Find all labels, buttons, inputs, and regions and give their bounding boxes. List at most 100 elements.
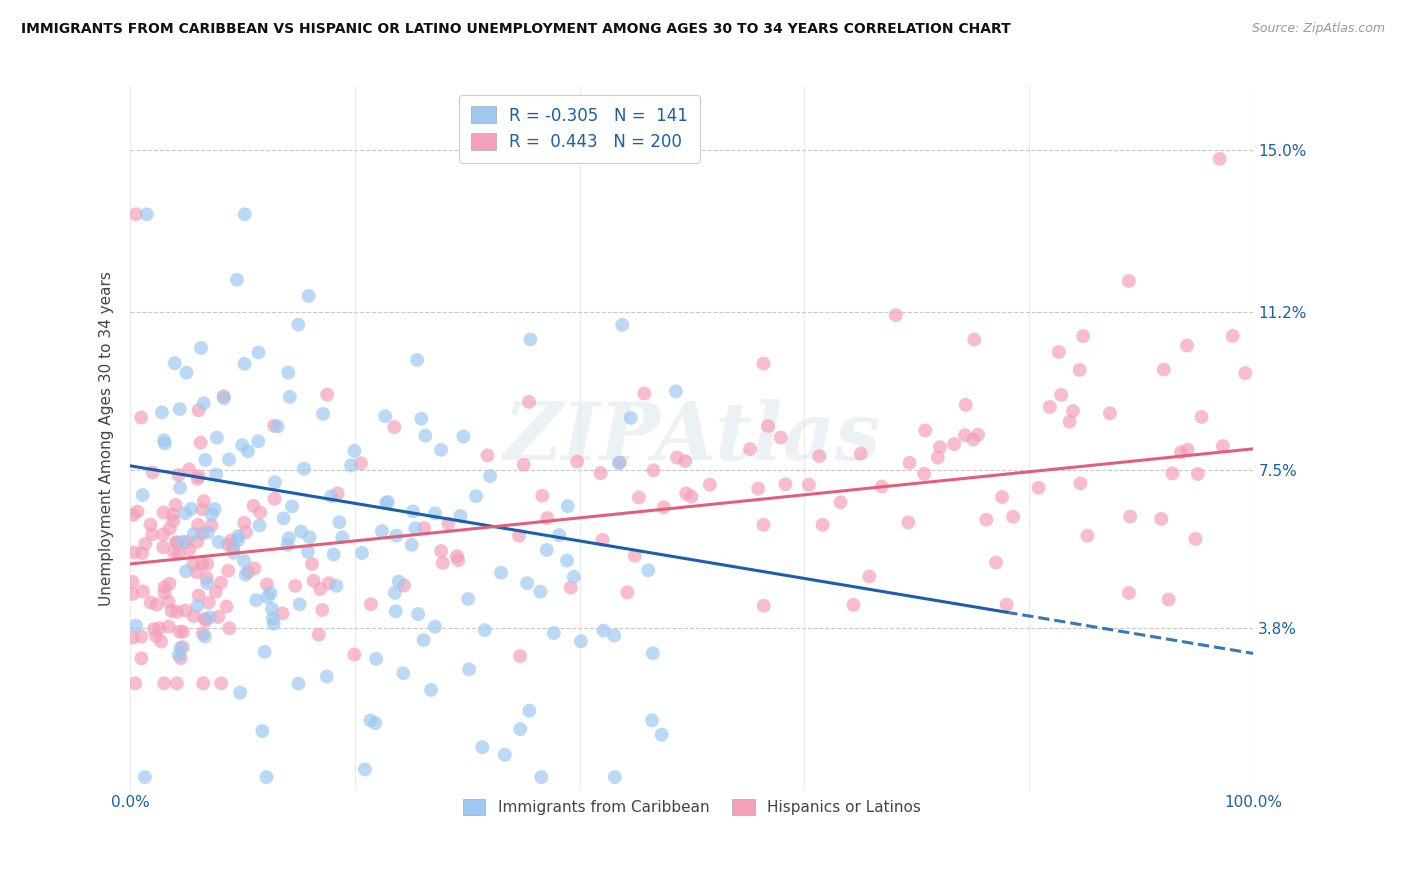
- Point: [343, 443, 366, 458]
- Point: [277, 531, 299, 545]
- Point: [131, 630, 153, 644]
- Point: [159, 521, 181, 535]
- Point: [811, 517, 834, 532]
- Point: [366, 652, 388, 666]
- Point: [364, 716, 387, 731]
- Point: [425, 506, 447, 520]
- Point: [1118, 274, 1140, 288]
- Point: [174, 506, 197, 520]
- Point: [247, 434, 270, 449]
- Point: [139, 595, 162, 609]
- Point: [170, 651, 193, 665]
- Point: [609, 456, 631, 470]
- Point: [153, 586, 176, 600]
- Point: [264, 475, 287, 489]
- Point: [191, 557, 214, 571]
- Point: [756, 419, 779, 434]
- Point: [412, 633, 434, 648]
- Point: [328, 515, 350, 529]
- Point: [651, 728, 673, 742]
- Point: [166, 535, 188, 549]
- Point: [186, 599, 208, 613]
- Point: [194, 612, 217, 626]
- Point: [1039, 400, 1062, 414]
- Point: [471, 740, 494, 755]
- Point: [159, 576, 181, 591]
- Point: [519, 333, 541, 347]
- Point: [243, 561, 266, 575]
- Point: [245, 593, 267, 607]
- Point: [508, 529, 530, 543]
- Point: [437, 516, 460, 531]
- Point: [769, 431, 792, 445]
- Point: [536, 543, 558, 558]
- Point: [1069, 476, 1091, 491]
- Point: [187, 472, 209, 486]
- Point: [143, 622, 166, 636]
- Point: [122, 631, 145, 645]
- Point: [494, 747, 516, 762]
- Point: [277, 366, 299, 380]
- Point: [592, 533, 614, 547]
- Point: [830, 495, 852, 509]
- Point: [166, 676, 188, 690]
- Point: [153, 434, 176, 448]
- Point: [747, 482, 769, 496]
- Point: [555, 553, 578, 567]
- Point: [1191, 409, 1213, 424]
- Point: [447, 553, 470, 567]
- Point: [165, 498, 187, 512]
- Point: [162, 514, 184, 528]
- Point: [384, 586, 406, 600]
- Point: [205, 467, 228, 482]
- Point: [603, 770, 626, 784]
- Point: [167, 648, 190, 663]
- Point: [194, 630, 217, 644]
- Point: [226, 533, 249, 548]
- Point: [217, 538, 239, 552]
- Point: [1212, 439, 1234, 453]
- Point: [967, 427, 990, 442]
- Point: [1071, 329, 1094, 343]
- Point: [218, 452, 240, 467]
- Point: [197, 596, 219, 610]
- Point: [699, 477, 721, 491]
- Point: [517, 704, 540, 718]
- Point: [392, 578, 415, 592]
- Point: [797, 477, 820, 491]
- Point: [974, 513, 997, 527]
- Point: [183, 527, 205, 541]
- Point: [943, 437, 966, 451]
- Point: [222, 540, 245, 554]
- Point: [215, 599, 238, 614]
- Point: [125, 207, 148, 221]
- Point: [430, 544, 453, 558]
- Point: [929, 440, 952, 454]
- Point: [740, 442, 762, 457]
- Text: ZIPAtlas: ZIPAtlas: [503, 400, 880, 477]
- Point: [195, 576, 218, 591]
- Point: [401, 538, 423, 552]
- Point: [589, 466, 612, 480]
- Point: [193, 396, 215, 410]
- Point: [637, 563, 659, 577]
- Point: [195, 557, 218, 571]
- Point: [259, 586, 281, 600]
- Point: [641, 714, 664, 728]
- Point: [256, 770, 278, 784]
- Point: [543, 626, 565, 640]
- Point: [382, 420, 405, 434]
- Point: [479, 469, 502, 483]
- Point: [201, 508, 224, 522]
- Point: [641, 646, 664, 660]
- Point: [187, 517, 209, 532]
- Point: [898, 456, 921, 470]
- Point: [287, 318, 309, 332]
- Point: [121, 574, 143, 589]
- Point: [153, 580, 176, 594]
- Point: [187, 469, 209, 483]
- Point: [209, 676, 232, 690]
- Point: [122, 508, 145, 522]
- Point: [612, 318, 634, 332]
- Point: [1118, 586, 1140, 600]
